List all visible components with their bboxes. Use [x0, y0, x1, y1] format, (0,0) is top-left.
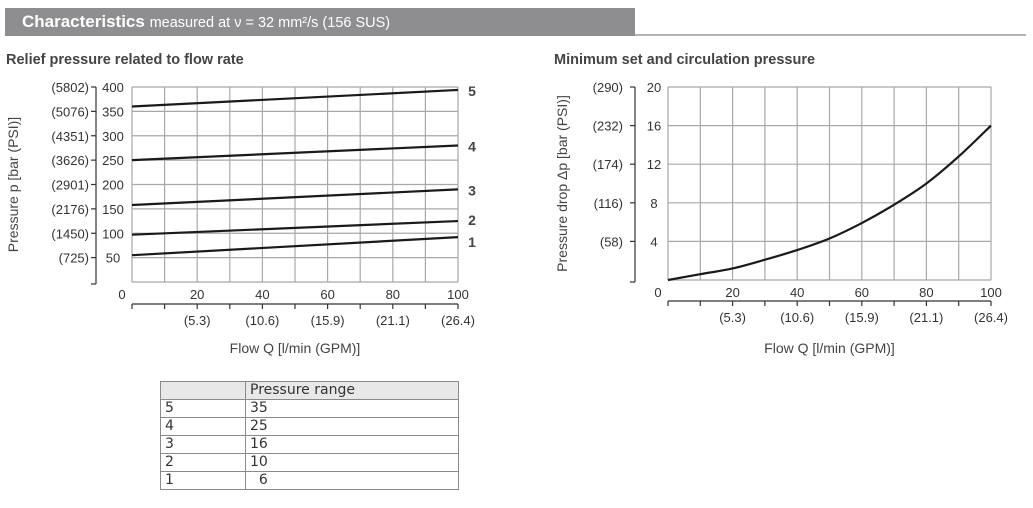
y-tick-psi-label: (4351)	[51, 129, 89, 144]
table-row: 1 6	[160, 471, 459, 490]
relief-pressure-chart: 0 50 (725) 100 (1450) 150 (2176) 200 (2901) 250 (3…	[5, 80, 476, 356]
table-cell-curve: 1	[160, 471, 246, 490]
x-tick-label: 60	[855, 285, 869, 300]
x-tick-label: 80	[919, 285, 933, 300]
series-label: 1	[468, 234, 476, 250]
y-tick-label: 100	[102, 226, 124, 241]
y-tick-label: 0	[654, 285, 661, 300]
series-label: 3	[468, 182, 476, 198]
table-row: 5 35	[160, 399, 459, 418]
pressure-range-table: Pressure range 5 35 4 25 3 16 2 10 1 6	[160, 381, 459, 490]
y-tick-psi-label: (174)	[593, 157, 623, 172]
table-cell-range: 16	[245, 435, 459, 454]
series-line-3	[131, 188, 459, 207]
series-line-1	[131, 236, 459, 257]
chart-title-relief: Relief pressure related to flow rate	[6, 52, 244, 68]
y-tick-psi-label: (116)	[594, 196, 623, 211]
y-tick-psi-label: (232)	[593, 119, 623, 134]
table-cell-range: 35	[245, 399, 459, 418]
y-tick-label: 8	[650, 196, 657, 211]
table-cell-range: 6	[245, 471, 459, 490]
y-tick-psi-label: (2176)	[51, 202, 89, 217]
y-axis-label: Pressure p [bar (PSI)]	[5, 117, 21, 252]
y-tick-label: 300	[102, 129, 124, 144]
y-tick-label: 250	[102, 153, 124, 168]
characteristics-header: Characteristics measured at ν = 32 mm²/s…	[5, 8, 635, 36]
y-tick-label: 4	[650, 234, 657, 249]
x-axis-label: Flow Q [l/min (GPM)]	[764, 340, 895, 356]
x-tick-gpm-label: (5.3)	[719, 310, 746, 325]
header-subtitle: measured at ν = 32 mm²/s (156 SUS)	[149, 15, 391, 31]
y-tick-psi-label: (3626)	[51, 153, 89, 168]
table-header-cell: Pressure range	[245, 381, 459, 400]
y-tick-label: 16	[647, 119, 661, 134]
y-tick-label: 150	[102, 202, 124, 217]
x-tick-label: 100	[447, 287, 469, 302]
table-row: 4 25	[160, 417, 459, 436]
chart-title-minimum: Minimum set and circulation pressure	[554, 52, 816, 68]
y-tick-label: 400	[102, 80, 124, 95]
table-header-cell	[160, 381, 246, 400]
header-rule	[635, 34, 1026, 36]
x-tick-gpm-label: (10.6)	[245, 313, 279, 328]
x-tick-label: 20	[190, 287, 204, 302]
x-tick-gpm-label: (10.6)	[780, 310, 814, 325]
y-tick-psi-label: (5802)	[51, 80, 89, 95]
header-title: Characteristics measured at ν = 32 mm²/s…	[22, 12, 390, 32]
y-tick-label: 12	[647, 157, 661, 172]
y-tick-label: 50	[106, 251, 120, 266]
y-tick-label: 20	[647, 80, 661, 95]
series-label: 2	[468, 212, 476, 228]
x-tick-gpm-label: (15.9)	[845, 310, 879, 325]
y-tick-psi-label: (725)	[59, 251, 89, 266]
table-row: 2 10	[160, 453, 459, 472]
x-tick-gpm-label: (26.4)	[974, 310, 1008, 325]
table-cell-curve: 2	[160, 453, 246, 472]
y-tick-psi-label: (58)	[600, 234, 623, 249]
y-tick-label: 200	[102, 178, 124, 193]
table-cell-range: 10	[245, 453, 459, 472]
table-cell-curve: 4	[160, 417, 246, 436]
x-tick-label: 100	[980, 285, 1002, 300]
table-cell-curve: 3	[160, 435, 246, 454]
x-axis-label: Flow Q [l/min (GPM)]	[230, 340, 361, 356]
y-tick-psi-label: (5076)	[51, 104, 89, 119]
y-tick-label: 350	[102, 104, 124, 119]
table-cell-range: 25	[245, 417, 459, 436]
x-tick-label: 20	[725, 285, 739, 300]
x-tick-gpm-label: (21.1)	[376, 313, 410, 328]
table-cell-curve: 5	[160, 399, 246, 418]
series-label: 5	[468, 83, 476, 99]
table-header-row: Pressure range	[160, 381, 459, 400]
y-tick-psi-label: (290)	[593, 80, 623, 95]
series-line-2	[131, 219, 459, 236]
x-tick-gpm-label: (15.9)	[311, 313, 345, 328]
series-label: 4	[468, 139, 476, 155]
x-tick-gpm-label: (21.1)	[909, 310, 943, 325]
x-tick-label: 80	[386, 287, 400, 302]
x-tick-label: 60	[320, 287, 334, 302]
x-tick-label: 40	[790, 285, 804, 300]
series-line-5	[131, 88, 459, 108]
y-axis-label: Pressure drop Δp [bar (PSI)]	[554, 95, 570, 272]
x-tick-gpm-label: (26.4)	[441, 313, 475, 328]
y-tick-psi-label: (1450)	[51, 226, 89, 241]
y-tick-label: 0	[118, 287, 125, 302]
y-tick-psi-label: (2901)	[51, 178, 89, 193]
minimum-pressure-chart: 0 4 (58) 8 (116) 12 (174) 16 (232) 20 (290) Pressur…	[554, 80, 1008, 356]
header-title-text: Characteristics	[22, 12, 145, 31]
x-tick-gpm-label: (5.3)	[184, 313, 211, 328]
series-line-Δp	[667, 124, 992, 282]
x-tick-label: 40	[255, 287, 269, 302]
table-row: 3 16	[160, 435, 459, 454]
series-line-4	[131, 144, 459, 162]
